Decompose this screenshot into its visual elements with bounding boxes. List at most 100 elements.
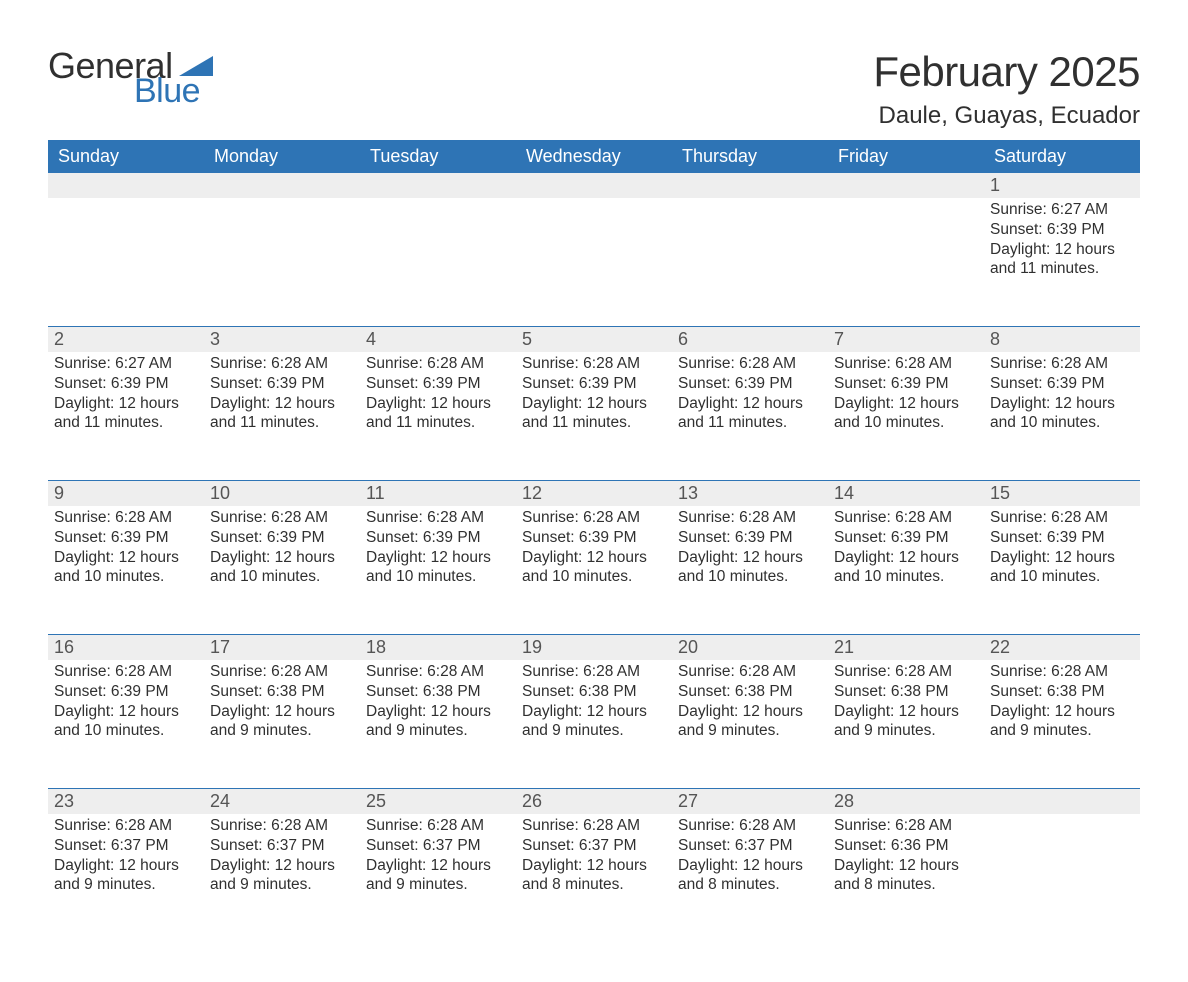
day-details: Sunrise: 6:28 AMSunset: 6:37 PMDaylight:… [210, 814, 354, 895]
day-cell: Sunrise: 6:28 AMSunset: 6:39 PMDaylight:… [672, 352, 828, 480]
day-details: Sunrise: 6:28 AMSunset: 6:37 PMDaylight:… [522, 814, 666, 895]
day-number-strip: 1 [48, 173, 1140, 198]
header-row: General Blue February 2025 Daule, Guayas… [48, 48, 1140, 130]
sunrise-text: Sunrise: 6:28 AM [522, 354, 666, 374]
day-number: 15 [984, 481, 1140, 506]
daylight-text: Daylight: 12 hours and 9 minutes. [366, 702, 510, 742]
daylight-text: Daylight: 12 hours and 11 minutes. [678, 394, 822, 434]
day-cell [204, 198, 360, 326]
day-cell: Sunrise: 6:28 AMSunset: 6:38 PMDaylight:… [984, 660, 1140, 788]
sunset-text: Sunset: 6:37 PM [54, 836, 198, 856]
day-number: 1 [984, 173, 1140, 198]
logo-word-blue: Blue [134, 74, 213, 108]
day-cell: Sunrise: 6:28 AMSunset: 6:39 PMDaylight:… [48, 660, 204, 788]
day-number: 14 [828, 481, 984, 506]
day-cell: Sunrise: 6:28 AMSunset: 6:39 PMDaylight:… [516, 506, 672, 634]
daylight-text: Daylight: 12 hours and 9 minutes. [210, 702, 354, 742]
sunset-text: Sunset: 6:39 PM [522, 374, 666, 394]
day-number: 9 [48, 481, 204, 506]
calendar-page: General Blue February 2025 Daule, Guayas… [0, 0, 1188, 982]
day-number: 10 [204, 481, 360, 506]
daylight-text: Daylight: 12 hours and 10 minutes. [522, 548, 666, 588]
daylight-text: Daylight: 12 hours and 11 minutes. [522, 394, 666, 434]
sunset-text: Sunset: 6:39 PM [366, 374, 510, 394]
sunrise-text: Sunrise: 6:28 AM [678, 662, 822, 682]
day-details: Sunrise: 6:28 AMSunset: 6:38 PMDaylight:… [678, 660, 822, 741]
daylight-text: Daylight: 12 hours and 10 minutes. [990, 548, 1134, 588]
week-body: Sunrise: 6:28 AMSunset: 6:37 PMDaylight:… [48, 814, 1140, 942]
daylight-text: Daylight: 12 hours and 9 minutes. [366, 856, 510, 896]
daylight-text: Daylight: 12 hours and 10 minutes. [54, 548, 198, 588]
day-number: 28 [828, 789, 984, 814]
daylight-text: Daylight: 12 hours and 9 minutes. [678, 702, 822, 742]
day-details: Sunrise: 6:28 AMSunset: 6:39 PMDaylight:… [990, 506, 1134, 587]
week-row: 2345678Sunrise: 6:27 AMSunset: 6:39 PMDa… [48, 326, 1140, 480]
day-cell: Sunrise: 6:28 AMSunset: 6:37 PMDaylight:… [516, 814, 672, 942]
day-number: 21 [828, 635, 984, 660]
day-cell: Sunrise: 6:28 AMSunset: 6:37 PMDaylight:… [672, 814, 828, 942]
logo: General Blue [48, 48, 213, 108]
daylight-text: Daylight: 12 hours and 10 minutes. [54, 702, 198, 742]
sunset-text: Sunset: 6:39 PM [522, 528, 666, 548]
page-subtitle: Daule, Guayas, Ecuador [873, 102, 1140, 130]
day-cell: Sunrise: 6:28 AMSunset: 6:39 PMDaylight:… [672, 506, 828, 634]
sunset-text: Sunset: 6:39 PM [54, 374, 198, 394]
day-details: Sunrise: 6:27 AMSunset: 6:39 PMDaylight:… [990, 198, 1134, 279]
day-details: Sunrise: 6:28 AMSunset: 6:39 PMDaylight:… [678, 506, 822, 587]
day-cell: Sunrise: 6:27 AMSunset: 6:39 PMDaylight:… [984, 198, 1140, 326]
day-cell: Sunrise: 6:28 AMSunset: 6:39 PMDaylight:… [828, 352, 984, 480]
day-cell [516, 198, 672, 326]
sunrise-text: Sunrise: 6:28 AM [834, 354, 978, 374]
week-row: 232425262728Sunrise: 6:28 AMSunset: 6:37… [48, 788, 1140, 942]
day-number-strip: 232425262728 [48, 789, 1140, 814]
day-cell: Sunrise: 6:28 AMSunset: 6:37 PMDaylight:… [48, 814, 204, 942]
dow-monday: Monday [204, 141, 360, 173]
day-details: Sunrise: 6:28 AMSunset: 6:39 PMDaylight:… [522, 506, 666, 587]
daylight-text: Daylight: 12 hours and 10 minutes. [834, 548, 978, 588]
sunrise-text: Sunrise: 6:28 AM [834, 508, 978, 528]
day-details: Sunrise: 6:28 AMSunset: 6:39 PMDaylight:… [210, 352, 354, 433]
daylight-text: Daylight: 12 hours and 10 minutes. [678, 548, 822, 588]
day-details: Sunrise: 6:28 AMSunset: 6:36 PMDaylight:… [834, 814, 978, 895]
day-cell: Sunrise: 6:28 AMSunset: 6:39 PMDaylight:… [828, 506, 984, 634]
day-cell: Sunrise: 6:28 AMSunset: 6:38 PMDaylight:… [672, 660, 828, 788]
day-cell: Sunrise: 6:28 AMSunset: 6:39 PMDaylight:… [984, 352, 1140, 480]
page-title: February 2025 [873, 48, 1140, 96]
daylight-text: Daylight: 12 hours and 10 minutes. [210, 548, 354, 588]
day-details: Sunrise: 6:28 AMSunset: 6:39 PMDaylight:… [210, 506, 354, 587]
day-cell [48, 198, 204, 326]
day-details: Sunrise: 6:28 AMSunset: 6:39 PMDaylight:… [522, 352, 666, 433]
day-details: Sunrise: 6:28 AMSunset: 6:37 PMDaylight:… [54, 814, 198, 895]
dow-thursday: Thursday [672, 141, 828, 173]
day-cell: Sunrise: 6:28 AMSunset: 6:38 PMDaylight:… [828, 660, 984, 788]
sunset-text: Sunset: 6:39 PM [210, 374, 354, 394]
daylight-text: Daylight: 12 hours and 11 minutes. [54, 394, 198, 434]
sunrise-text: Sunrise: 6:28 AM [834, 662, 978, 682]
daylight-text: Daylight: 12 hours and 9 minutes. [990, 702, 1134, 742]
day-cell: Sunrise: 6:28 AMSunset: 6:39 PMDaylight:… [516, 352, 672, 480]
week-body: Sunrise: 6:28 AMSunset: 6:39 PMDaylight:… [48, 506, 1140, 634]
day-cell [672, 198, 828, 326]
sunrise-text: Sunrise: 6:28 AM [990, 508, 1134, 528]
day-details: Sunrise: 6:28 AMSunset: 6:38 PMDaylight:… [990, 660, 1134, 741]
day-details: Sunrise: 6:28 AMSunset: 6:38 PMDaylight:… [522, 660, 666, 741]
day-details: Sunrise: 6:28 AMSunset: 6:39 PMDaylight:… [54, 506, 198, 587]
sunset-text: Sunset: 6:39 PM [54, 682, 198, 702]
sunrise-text: Sunrise: 6:28 AM [210, 508, 354, 528]
sunrise-text: Sunrise: 6:28 AM [54, 816, 198, 836]
day-cell: Sunrise: 6:28 AMSunset: 6:39 PMDaylight:… [360, 352, 516, 480]
day-number: 3 [204, 327, 360, 352]
week-body: Sunrise: 6:27 AMSunset: 6:39 PMDaylight:… [48, 198, 1140, 326]
week-body: Sunrise: 6:27 AMSunset: 6:39 PMDaylight:… [48, 352, 1140, 480]
sunrise-text: Sunrise: 6:28 AM [678, 354, 822, 374]
day-details: Sunrise: 6:28 AMSunset: 6:39 PMDaylight:… [678, 352, 822, 433]
daylight-text: Daylight: 12 hours and 11 minutes. [990, 240, 1134, 280]
sunset-text: Sunset: 6:39 PM [54, 528, 198, 548]
day-number [516, 173, 672, 198]
sunset-text: Sunset: 6:37 PM [522, 836, 666, 856]
sunrise-text: Sunrise: 6:28 AM [54, 662, 198, 682]
sunset-text: Sunset: 6:39 PM [990, 528, 1134, 548]
day-details: Sunrise: 6:28 AMSunset: 6:39 PMDaylight:… [366, 506, 510, 587]
day-number: 20 [672, 635, 828, 660]
sunrise-text: Sunrise: 6:28 AM [834, 816, 978, 836]
